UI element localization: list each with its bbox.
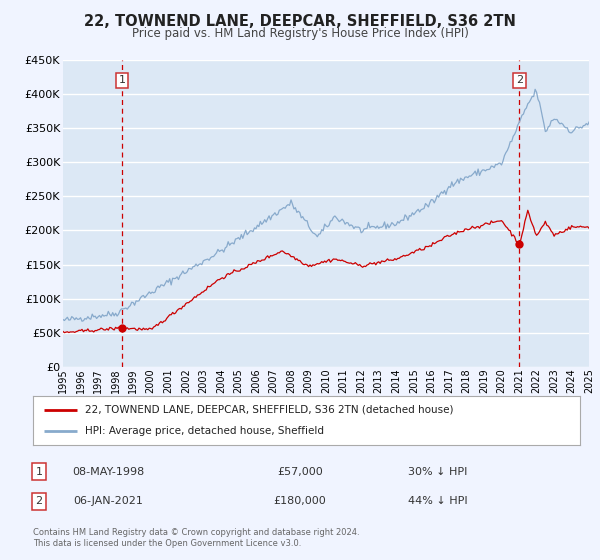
Text: 22, TOWNEND LANE, DEEPCAR, SHEFFIELD, S36 2TN: 22, TOWNEND LANE, DEEPCAR, SHEFFIELD, S3… [84,14,516,29]
Text: £57,000: £57,000 [277,466,323,477]
Text: 44% ↓ HPI: 44% ↓ HPI [408,496,468,506]
Text: 1: 1 [118,76,125,85]
Text: 1: 1 [35,466,43,477]
Text: 06-JAN-2021: 06-JAN-2021 [73,496,143,506]
Text: HPI: Average price, detached house, Sheffield: HPI: Average price, detached house, Shef… [85,426,324,436]
Text: £180,000: £180,000 [274,496,326,506]
Text: 2: 2 [35,496,43,506]
Text: 22, TOWNEND LANE, DEEPCAR, SHEFFIELD, S36 2TN (detached house): 22, TOWNEND LANE, DEEPCAR, SHEFFIELD, S3… [85,405,454,415]
Text: Contains HM Land Registry data © Crown copyright and database right 2024.
This d: Contains HM Land Registry data © Crown c… [33,528,359,548]
Text: 30% ↓ HPI: 30% ↓ HPI [409,466,467,477]
Text: 08-MAY-1998: 08-MAY-1998 [72,466,144,477]
Text: 2: 2 [516,76,523,85]
Text: Price paid vs. HM Land Registry's House Price Index (HPI): Price paid vs. HM Land Registry's House … [131,27,469,40]
